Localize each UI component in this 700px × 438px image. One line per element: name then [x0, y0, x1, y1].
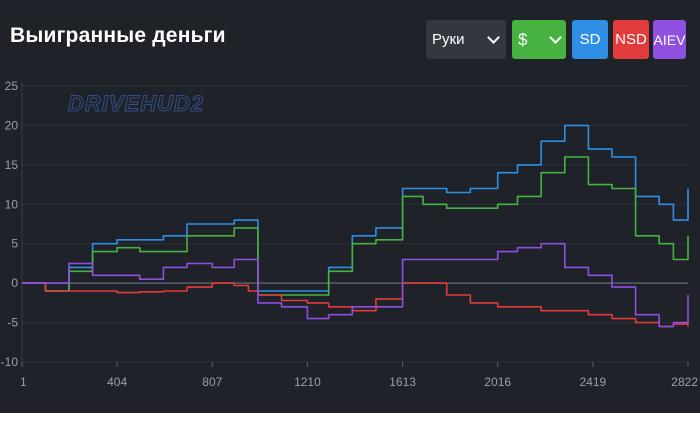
hands-select-label: Руки [432, 31, 465, 48]
y-tick-label: 25 [5, 79, 19, 93]
x-tick-label: 1613 [389, 375, 416, 389]
y-tick-label: 0 [11, 276, 18, 290]
currency-select-label: $ [518, 29, 528, 49]
sd-toggle-button[interactable]: SD [572, 20, 608, 59]
y-tick-label: 10 [5, 197, 19, 211]
x-tick-label: 1 [20, 375, 27, 389]
series-line-3 [22, 282, 689, 328]
x-tick-label: 807 [202, 375, 222, 389]
series-line-2 [22, 156, 689, 296]
series-line-1 [22, 124, 689, 292]
x-tick-label: 1210 [294, 375, 321, 389]
hands-select[interactable]: Руки [426, 20, 506, 59]
aiev-toggle-button[interactable]: AIEV [653, 20, 686, 59]
x-tick-label: 2419 [580, 375, 607, 389]
chart-panel: Выигранные деньги Руки $ SD NSD AIEV DRI… [0, 0, 700, 413]
x-tick-label: 2016 [484, 375, 511, 389]
chart-grid [21, 82, 689, 367]
y-tick-label: -5 [7, 316, 18, 330]
x-axis-labels: 1 404 807 1210 1613 2016 2419 2822 [20, 375, 698, 389]
nsd-toggle-button[interactable]: NSD [613, 20, 649, 59]
y-tick-label: 5 [11, 237, 18, 251]
currency-select[interactable]: $ [512, 20, 566, 59]
winnings-chart: DRIVEHUD2 25 20 15 10 5 0 -5 -10 1 404 807 1210 161… [1, 79, 699, 389]
y-axis-labels: 25 20 15 10 5 0 -5 -10 [1, 79, 19, 369]
chart-series [22, 124, 689, 328]
x-tick-label: 2822 [671, 375, 698, 389]
page-title: Выигранные деньги [10, 24, 226, 47]
series-line-4 [22, 242, 689, 328]
x-tick-label: 404 [107, 375, 127, 389]
y-tick-label: 20 [5, 118, 19, 132]
watermark-logo: DRIVEHUD2 [68, 91, 204, 116]
y-tick-label: 15 [5, 158, 19, 172]
y-tick-label: -10 [1, 355, 19, 369]
